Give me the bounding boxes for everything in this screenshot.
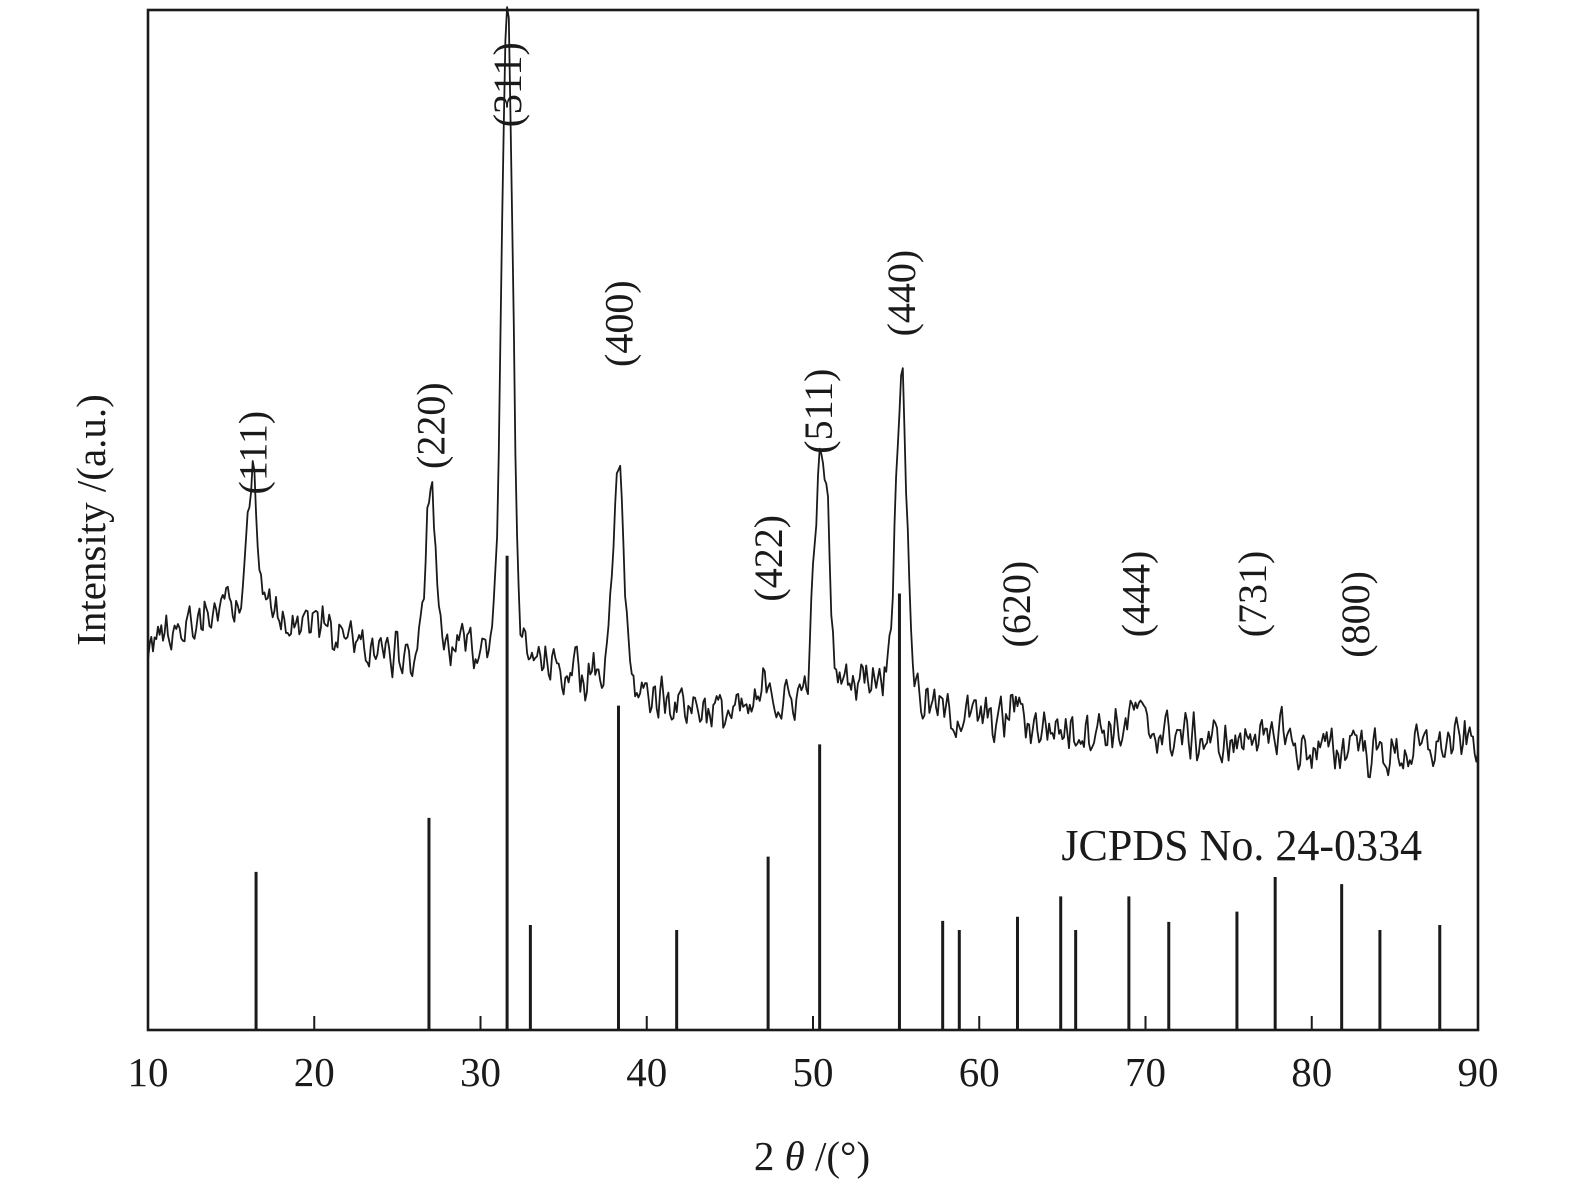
- x-tick-label: 90: [1458, 1049, 1499, 1095]
- x-tick-label: 20: [294, 1049, 335, 1095]
- xrd-pattern-line: [147, 6, 1479, 779]
- x-tick-label: 30: [460, 1049, 501, 1095]
- reference-label: JCPDS No. 24-0334: [1061, 821, 1422, 870]
- x-tick-label: 50: [793, 1049, 834, 1095]
- peak-label-group: (111) (220) (311) (400) (422) (511) (440) (620)…: [231, 42, 1378, 658]
- x-axis-title: 2 θ /(°): [754, 1133, 870, 1179]
- peak-label: (220): [409, 382, 454, 469]
- peak-label: (111): [231, 411, 276, 495]
- peak-label: (511): [796, 369, 841, 454]
- peak-label: (800): [1333, 571, 1378, 658]
- peak-label: (422): [746, 515, 791, 602]
- x-axis-title-unit: /(°): [805, 1133, 870, 1179]
- peak-label: (620): [994, 561, 1039, 648]
- y-axis-title: Intensity /(a.u.): [68, 394, 114, 646]
- plot-frame: [146, 8, 1480, 1032]
- x-tick-group: 10 20 30 40 50 60 70 80 90: [128, 1016, 1499, 1095]
- x-tick-label: 40: [626, 1049, 667, 1095]
- x-axis-title-prefix: 2: [754, 1133, 785, 1179]
- x-axis-title-theta: θ: [785, 1133, 805, 1179]
- peak-label: (400): [596, 280, 641, 367]
- x-tick-label: 10: [128, 1049, 169, 1095]
- peak-label: (444): [1114, 551, 1159, 638]
- x-tick-label: 70: [1125, 1049, 1166, 1095]
- reference-line-group: [254, 555, 1442, 1030]
- x-tick-label: 60: [959, 1049, 1000, 1095]
- x-tick-label: 80: [1291, 1049, 1332, 1095]
- peak-label: (440): [879, 250, 924, 337]
- peak-label: (311): [485, 42, 530, 127]
- peak-label: (731): [1230, 551, 1275, 638]
